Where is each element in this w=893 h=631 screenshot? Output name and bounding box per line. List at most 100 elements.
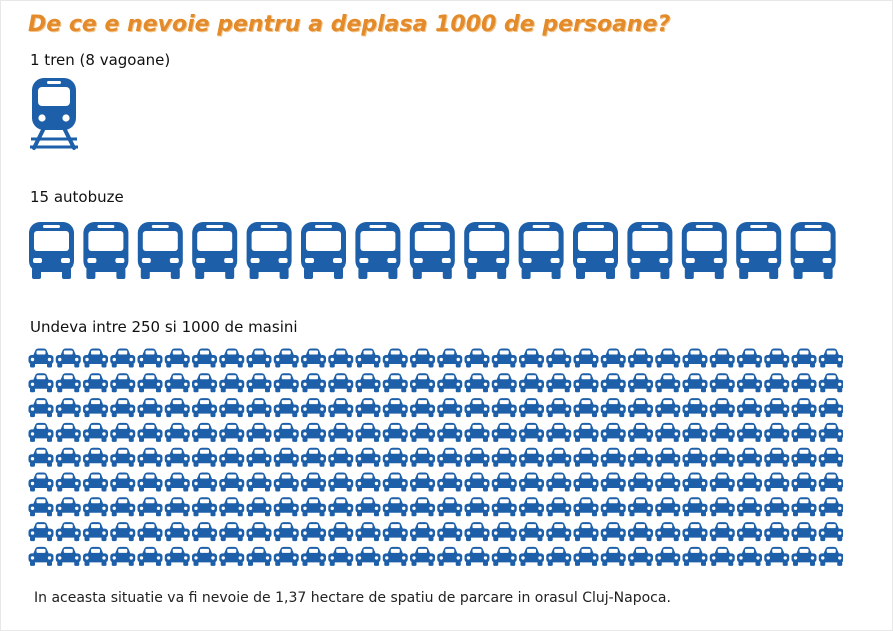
car-icon [273,522,299,542]
car-icon [600,398,626,418]
bus-label: 15 autobuze [30,188,124,206]
car-icon [192,546,217,566]
car-icon [464,373,490,393]
car-icon [600,472,626,492]
bus-icon [301,222,346,279]
car-icon [709,546,735,566]
car-icon [55,472,81,492]
car-icon [246,373,272,393]
car-icon [791,497,817,517]
car-icon [219,472,245,492]
car-icon [410,373,435,393]
car-icon [328,447,354,467]
car-icon [410,546,435,566]
car-icon [355,472,381,492]
bus-icon [409,222,455,279]
car-icon [519,472,544,492]
car-icon [818,546,843,566]
car-icon [28,373,54,393]
car-icon [573,497,599,517]
car-icon [328,398,354,418]
car-icon [110,447,136,467]
car-icon [573,447,599,467]
bus-icon [681,222,727,279]
bus-icon [736,222,782,279]
car-icon [301,422,326,442]
car-icon [628,497,653,517]
car-icon [273,373,299,393]
car-icon [137,447,163,467]
car-icon [655,472,681,492]
bus-icon [573,222,618,279]
car-icon [682,472,708,492]
car-icon [573,398,599,418]
car-icon [192,522,217,542]
car-icon [437,522,463,542]
bus-icon [137,222,183,279]
car-icon [682,348,708,368]
car-icon [464,472,490,492]
car-icon [764,546,790,566]
car-icon [355,447,381,467]
car-icon [28,522,54,542]
car-icon [219,447,245,467]
car-icons [28,348,843,566]
car-icon [573,373,599,393]
car-icon [301,348,326,368]
car-icon [628,348,653,368]
car-icon [764,522,790,542]
car-icon [737,422,762,442]
car-icon [519,522,544,542]
car-icon [83,546,108,566]
car-icon [110,522,136,542]
car-icon [546,422,572,442]
car-icon [437,447,463,467]
car-icon [818,422,843,442]
car-icon [301,522,326,542]
car-icon [219,522,245,542]
train-icon-shape [30,78,78,150]
car-icon [273,398,299,418]
car-icon [682,398,708,418]
car-icon [273,497,299,517]
car-icon [355,522,381,542]
car-icon [246,348,272,368]
car-icon [573,522,599,542]
car-icon [355,546,381,566]
car-icon [382,422,408,442]
bus-icon [29,222,74,279]
car-icon [382,522,408,542]
car-icon [791,348,817,368]
car-icon [192,348,217,368]
car-icon [464,398,490,418]
car-icon [519,422,544,442]
car-icon [83,522,108,542]
car-icon [655,398,681,418]
car-icon [55,522,81,542]
car-icon [246,546,272,566]
train-label: 1 tren (8 vagoane) [30,51,171,69]
car-icon [519,546,544,566]
car-icon [709,447,735,467]
car-icon [709,422,735,442]
car-icon [628,447,653,467]
car-icon [28,472,54,492]
car-icon [791,472,817,492]
car-icon [709,497,735,517]
car-icon [600,522,626,542]
train-icon [30,78,78,150]
car-icon [137,348,163,368]
car-icon [709,373,735,393]
car-icon [28,497,54,517]
car-icon [791,546,817,566]
car-icon [818,522,843,542]
car-icon [737,398,762,418]
car-icon [164,546,190,566]
car-icon [83,422,108,442]
car-icon [137,472,163,492]
car-icon [764,373,790,393]
car-icon [164,398,190,418]
car-icon [410,398,435,418]
car-icon [28,398,54,418]
car-icon [709,472,735,492]
